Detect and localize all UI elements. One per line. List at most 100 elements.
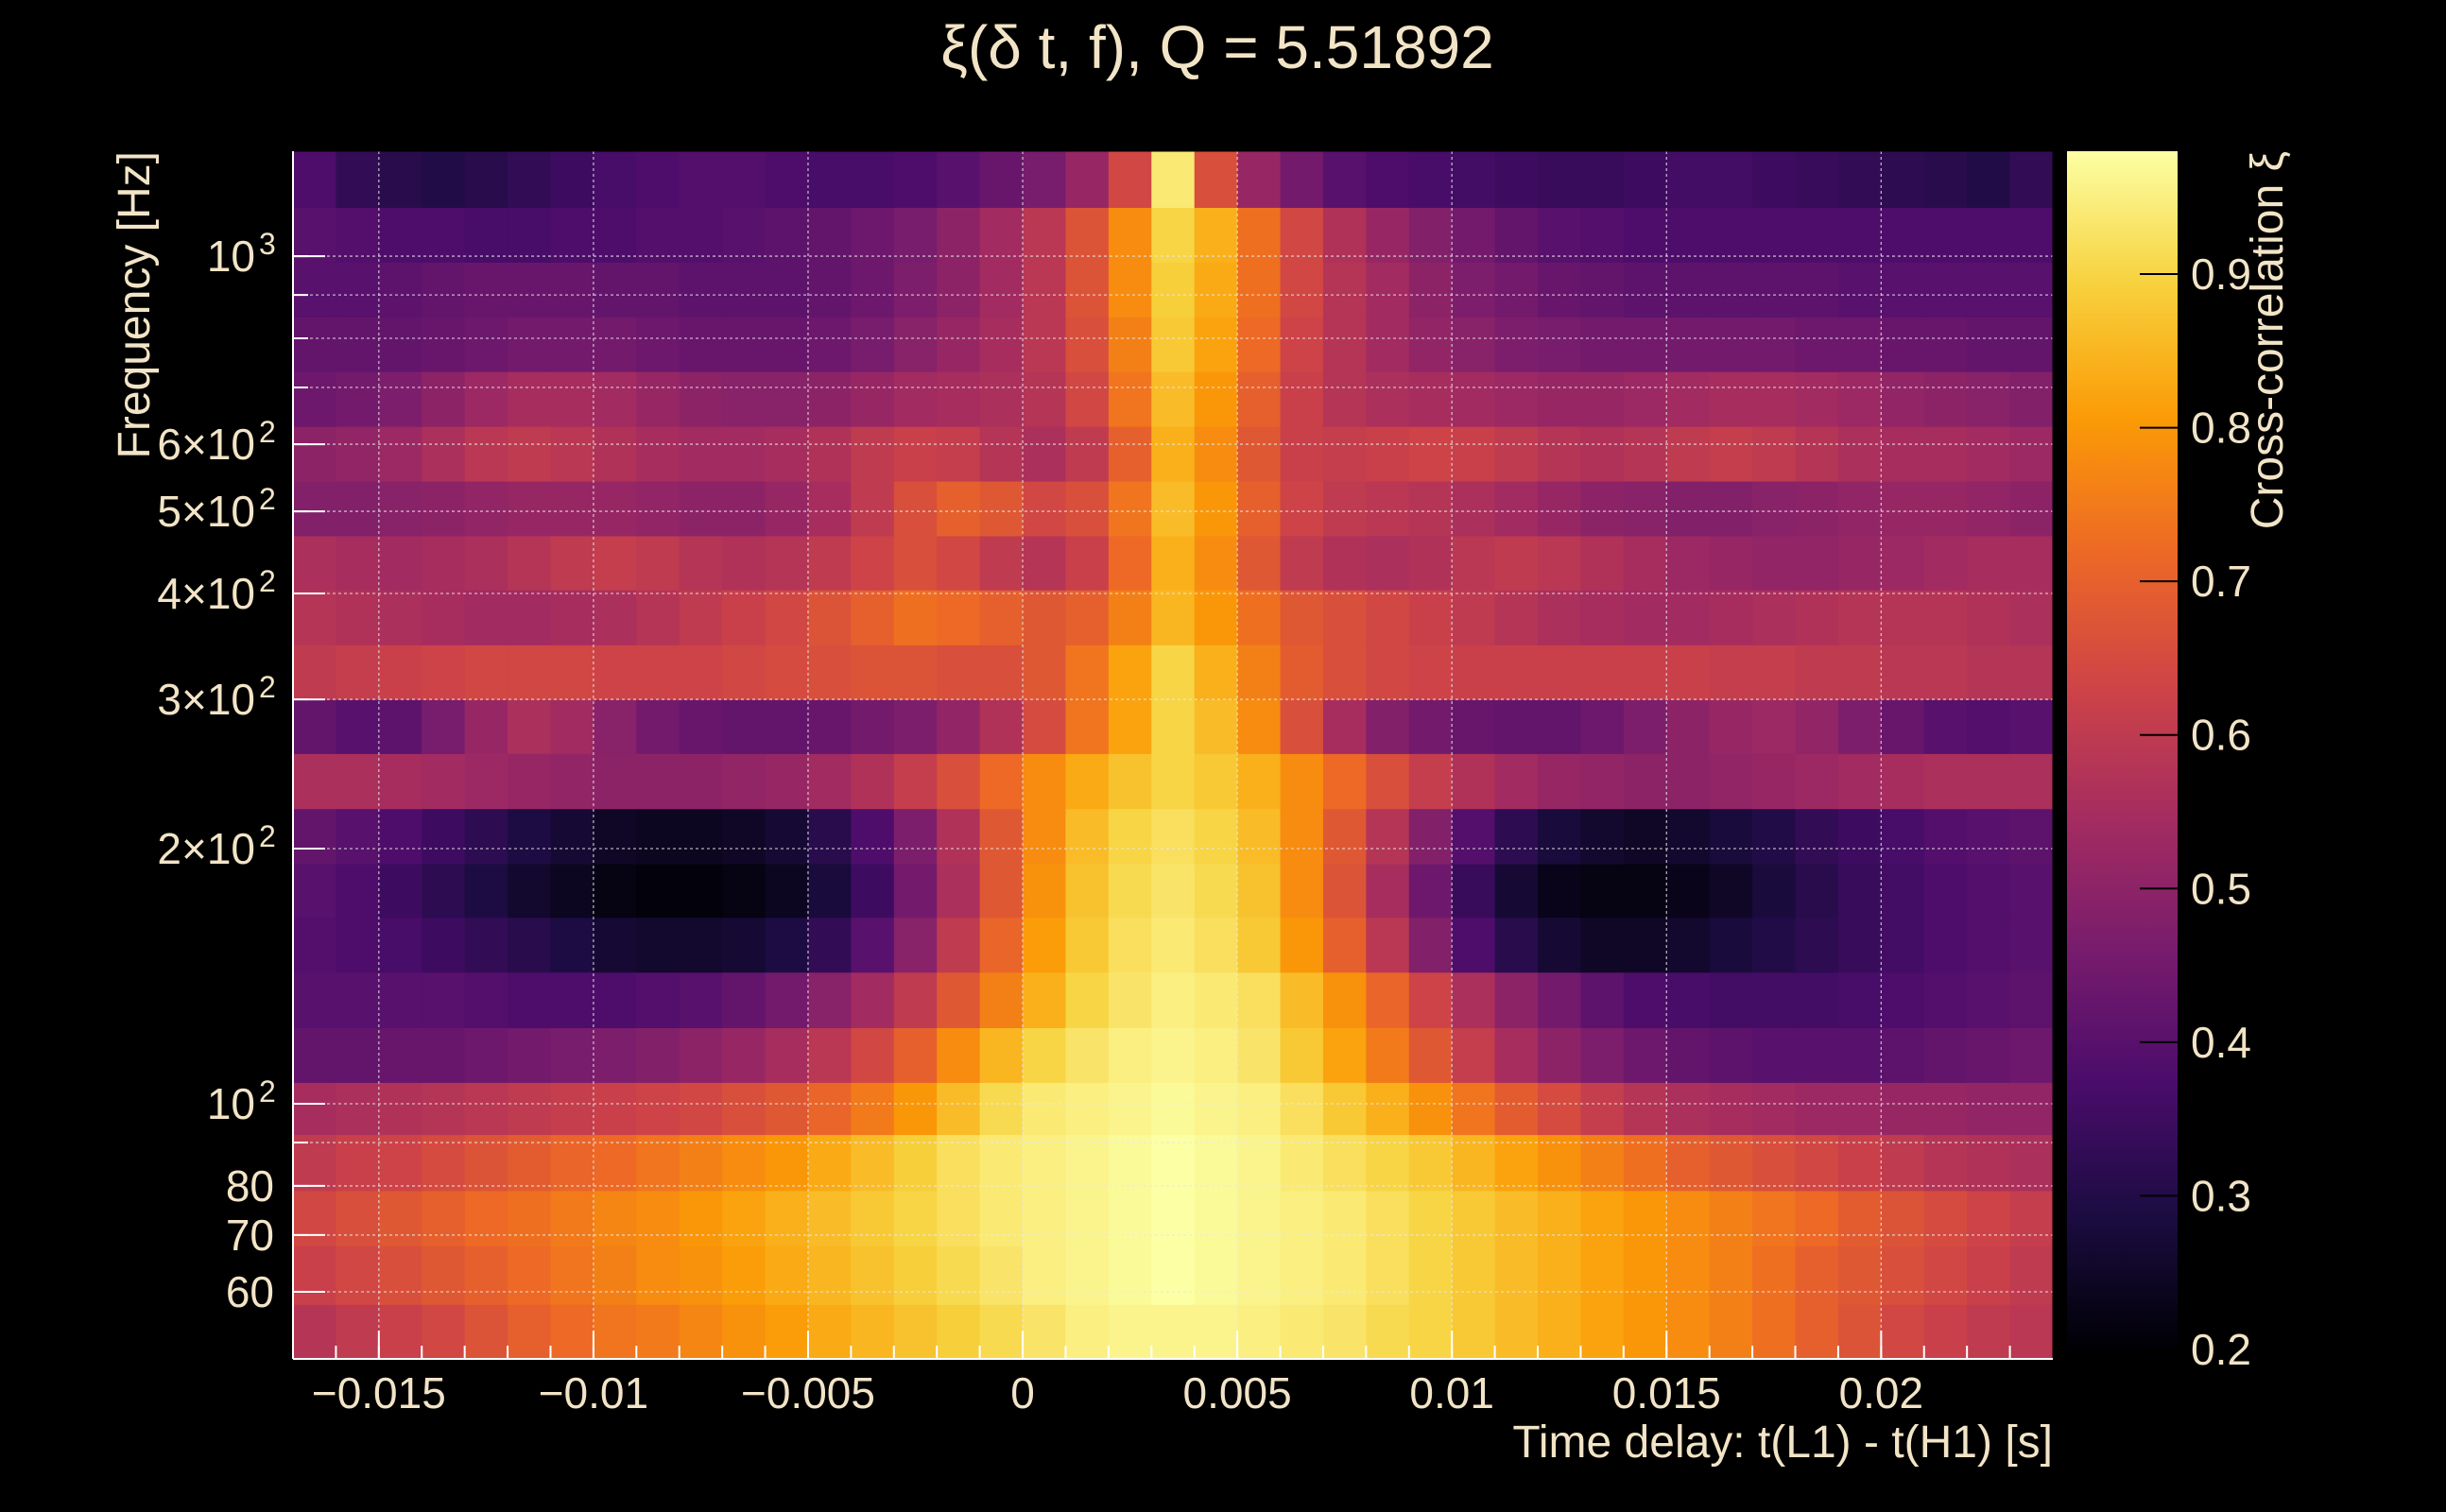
- heatmap-cell: [378, 151, 422, 208]
- heatmap-cell: [1623, 262, 1667, 318]
- heatmap-cell: [1623, 426, 1667, 482]
- heatmap-cell: [937, 808, 981, 865]
- heatmap-cell: [937, 753, 981, 810]
- heatmap-cell: [378, 426, 422, 482]
- heatmap-cell: [378, 262, 422, 318]
- heatmap-cell: [1194, 1246, 1238, 1305]
- heatmap-cell: [1065, 151, 1110, 208]
- heatmap-cell: [1580, 535, 1625, 591]
- heatmap-cell: [1881, 1134, 1925, 1192]
- heatmap-cell: [1108, 1304, 1152, 1360]
- heatmap-cell: [1752, 1027, 1797, 1083]
- heatmap-cell: [1923, 262, 1968, 318]
- heatmap-cell: [1538, 1082, 1582, 1136]
- heatmap-cell: [1366, 863, 1410, 919]
- heatmap-cell: [1408, 480, 1453, 537]
- heatmap-cell: [1108, 426, 1152, 482]
- heatmap-cell: [1837, 1134, 1882, 1192]
- heatmap-cell: [979, 535, 1024, 591]
- heatmap-cell: [1366, 262, 1410, 318]
- heatmap-cell: [550, 1134, 594, 1192]
- heatmap-cell: [378, 917, 422, 973]
- colorbar-axis: 0.2 0.3 0.4 0.5 0.6 0.7 0.8 0.9: [2140, 249, 2251, 1374]
- heatmap-cell: [293, 1082, 337, 1136]
- heatmap-cell: [1967, 590, 2011, 645]
- heatmap-cell: [1623, 917, 1667, 973]
- heatmap-cell: [937, 317, 981, 372]
- heatmap-cell: [1837, 317, 1882, 372]
- heatmap-cell: [1923, 863, 1968, 919]
- heatmap-cell: [937, 1134, 981, 1192]
- heatmap-cell: [1623, 1246, 1667, 1305]
- heatmap-cell: [1151, 1190, 1196, 1246]
- heatmap-cell: [679, 863, 723, 919]
- heatmap-cell: [1494, 699, 1539, 754]
- x-tick-label: −0.015: [312, 1368, 446, 1418]
- heatmap-cell: [508, 262, 552, 318]
- heatmap-cell: [1666, 426, 1711, 482]
- heatmap-cell: [979, 1027, 1024, 1083]
- heatmap-cell: [1322, 753, 1367, 810]
- heatmap-cell: [508, 590, 552, 645]
- heatmap-cell: [679, 317, 723, 372]
- heatmap-cell: [1538, 426, 1582, 482]
- heatmap-cell: [1923, 151, 1968, 208]
- heatmap-cell: [2009, 1027, 2054, 1083]
- heatmap-cell: [593, 808, 637, 865]
- heatmap-cell: [979, 863, 1024, 919]
- heatmap-cell: [1881, 808, 1925, 865]
- heatmap-cell: [1709, 699, 1753, 754]
- heatmap-cell: [636, 1082, 680, 1136]
- heatmap-cell: [1709, 753, 1753, 810]
- heatmap-cell: [508, 1246, 552, 1305]
- heatmap-cell: [2009, 1304, 2054, 1360]
- heatmap-cell: [378, 317, 422, 372]
- heatmap-cell: [1237, 535, 1282, 591]
- heatmap-cell: [1322, 480, 1367, 537]
- heatmap-cell: [508, 753, 552, 810]
- heatmap-cell: [1881, 971, 1925, 1028]
- colorbar-tick-label: 0.7: [2191, 557, 2251, 606]
- heatmap-cell: [1623, 1082, 1667, 1136]
- heatmap-cell: [593, 535, 637, 591]
- heatmap-cell: [1666, 207, 1711, 263]
- heatmap-cell: [293, 480, 337, 537]
- heatmap-cell: [851, 753, 895, 810]
- heatmap-cell: [1752, 753, 1797, 810]
- heatmap-cell: [1194, 480, 1238, 537]
- heatmap-cell: [464, 207, 508, 263]
- heatmap-cell: [293, 426, 337, 482]
- y-tick-exponent: 2: [259, 670, 276, 704]
- y-tick-label: 10: [207, 232, 255, 281]
- heatmap-cell: [550, 917, 594, 973]
- heatmap-cell: [293, 535, 337, 591]
- heatmap-cell: [1709, 426, 1753, 482]
- heatmap-cell: [1623, 480, 1667, 537]
- y-tick-label: 6×10: [157, 420, 255, 469]
- heatmap-cell: [765, 808, 809, 865]
- heatmap-cell: [1280, 1304, 1324, 1360]
- heatmap-cell: [979, 699, 1024, 754]
- heatmap-cell: [1709, 1027, 1753, 1083]
- heatmap-cell: [508, 644, 552, 700]
- heatmap-cell: [1322, 371, 1367, 427]
- heatmap-cell: [1837, 1304, 1882, 1360]
- heatmap-cell: [807, 1246, 852, 1305]
- heatmap-cell: [2009, 699, 2054, 754]
- heatmap-cell: [464, 1304, 508, 1360]
- heatmap-cell: [2009, 644, 2054, 700]
- heatmap-cell: [1237, 1304, 1282, 1360]
- heatmap-cell: [937, 1304, 981, 1360]
- heatmap-cell: [1366, 1246, 1410, 1305]
- heatmap-cell: [1452, 917, 1496, 973]
- heatmap-cell: [1151, 753, 1196, 810]
- heatmap-cell: [679, 1246, 723, 1305]
- heatmap-cell: [1322, 863, 1367, 919]
- heatmap-cell: [1837, 753, 1882, 810]
- heatmap-cell: [1023, 1027, 1067, 1083]
- heatmap-cell: [1580, 1027, 1625, 1083]
- heatmap-cell: [2009, 207, 2054, 263]
- heatmap-cell: [2009, 535, 2054, 591]
- heatmap-cell: [422, 808, 466, 865]
- heatmap-cell: [1494, 1027, 1539, 1083]
